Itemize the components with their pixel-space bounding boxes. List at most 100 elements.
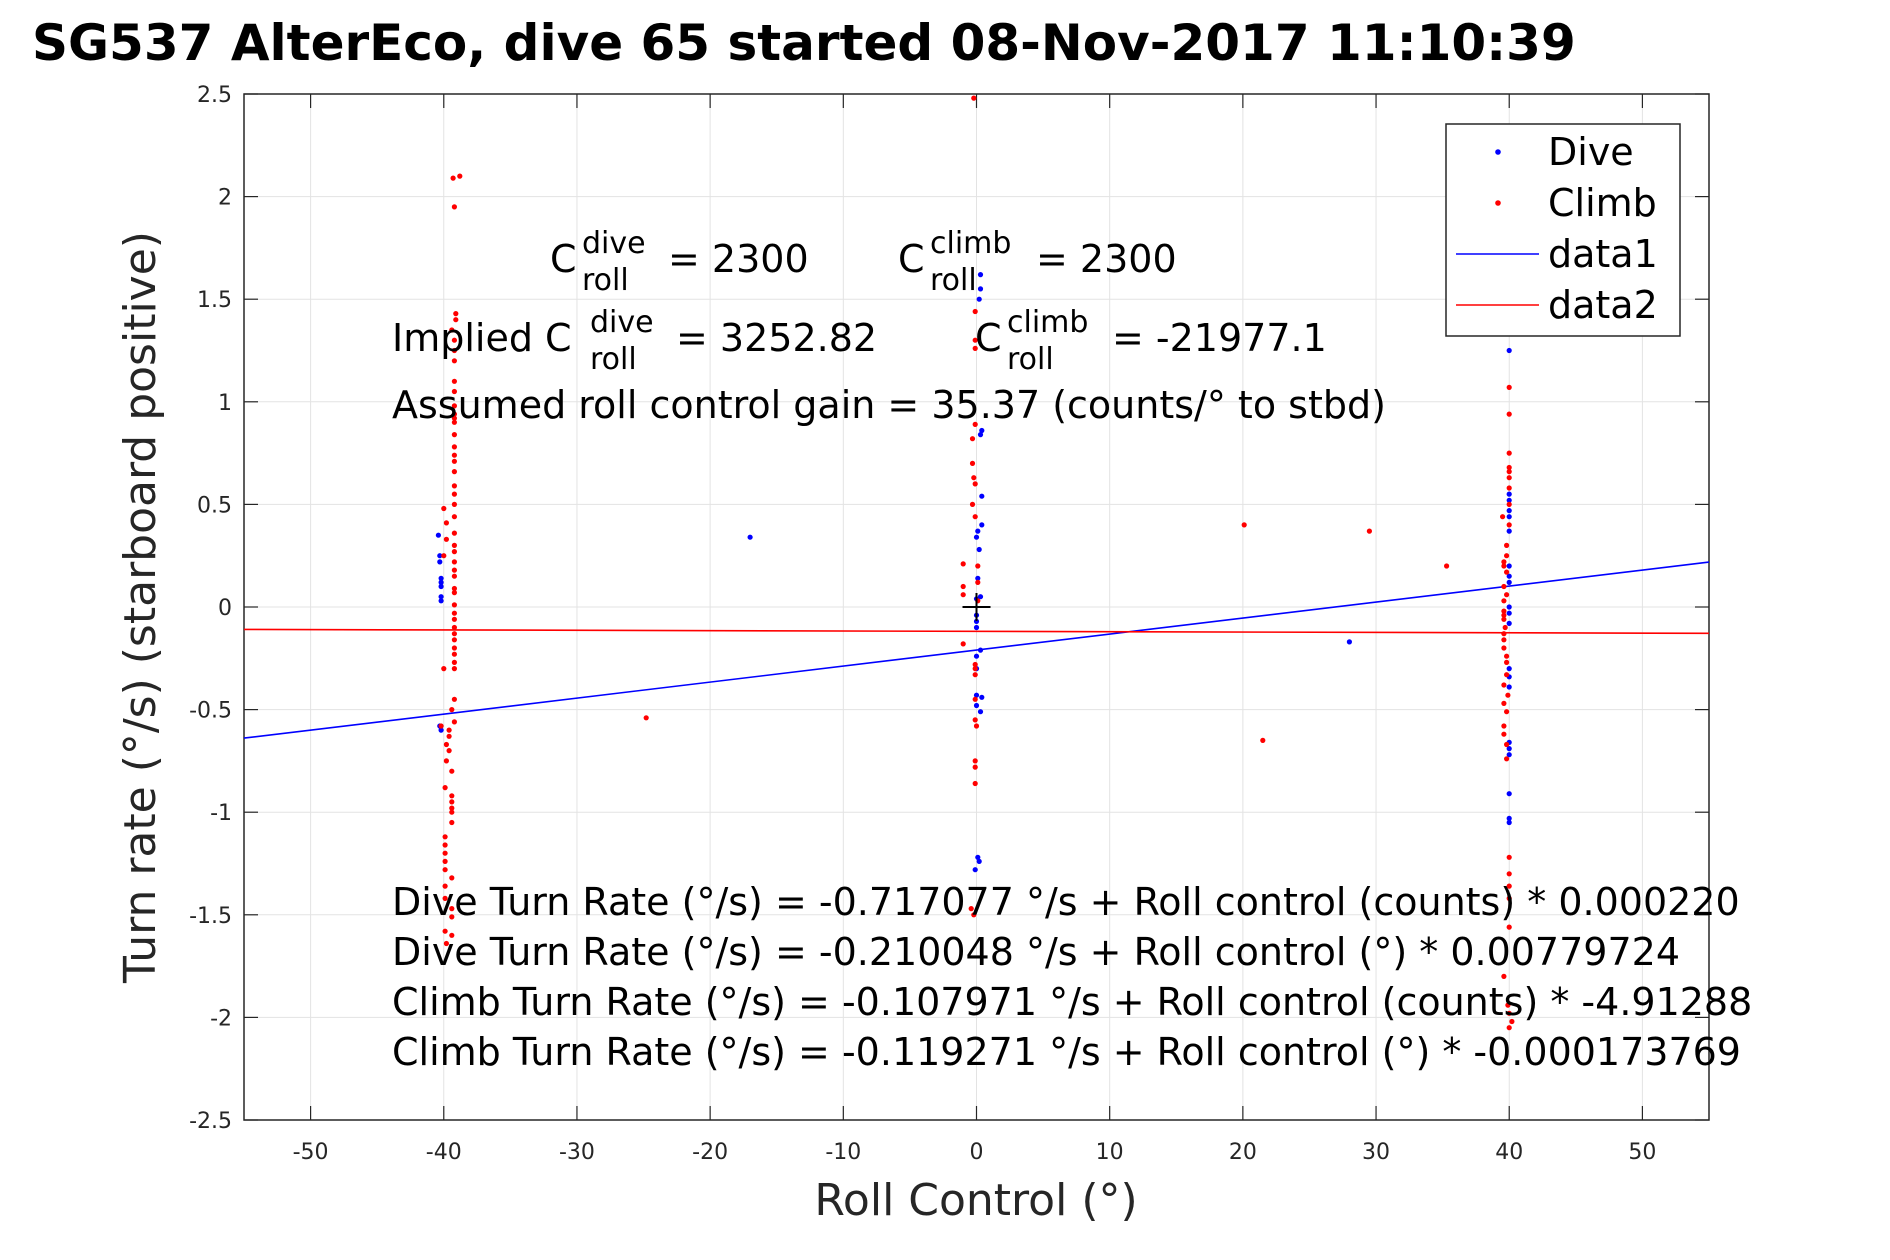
x-tick-label: 0 [970, 1140, 984, 1165]
implied-climb-base: C [975, 316, 1002, 360]
climb-point [441, 666, 447, 672]
dive-point [1506, 791, 1512, 797]
climb-point [1501, 731, 1507, 737]
y-tick-labels: -2.5 -2 -1.5 -1 -0.5 0 0.5 1 1.5 2 2.5 [189, 83, 232, 1134]
climb-point [451, 415, 457, 421]
climb-point [442, 834, 448, 840]
dive-point [747, 534, 753, 540]
data2-line [243, 628, 1710, 635]
annotation-implied: Implied C dive roll = 3252.82 C climb ro… [392, 305, 1327, 377]
climb-point [1504, 672, 1510, 678]
climb-point [450, 175, 456, 181]
y-tick-label: -2.5 [189, 1109, 232, 1134]
dive-point [977, 709, 984, 715]
climb-point [442, 895, 448, 902]
dive-point [973, 702, 980, 709]
dive-point [1506, 610, 1512, 616]
climb-point [1504, 709, 1510, 715]
climb-point [457, 173, 463, 179]
climb-point [969, 501, 976, 507]
climb-point [1506, 883, 1512, 889]
x-tick-label: 10 [1096, 1140, 1124, 1165]
dive-point [1506, 666, 1512, 672]
dive-point [1506, 508, 1512, 514]
dive-point [1506, 563, 1512, 569]
climb-point [442, 858, 448, 865]
climb-point [449, 809, 455, 815]
dive-point [438, 727, 444, 733]
climb-point [451, 645, 457, 651]
climb-point [1501, 583, 1507, 590]
climb-point [1501, 563, 1507, 569]
dive-point [438, 594, 444, 600]
dive-point [975, 528, 981, 534]
c-roll-climb-sub: roll [930, 263, 977, 298]
climb-point [1501, 608, 1507, 614]
climb-point [960, 641, 966, 647]
c-roll-climb-sup: climb [930, 226, 1011, 261]
climb-point [1504, 756, 1510, 762]
x-tick-label: -30 [559, 1140, 595, 1165]
climb-point [971, 912, 977, 918]
fit-equation-3: Climb Turn Rate (°/s) = -0.107971 °/s + … [392, 980, 1752, 1024]
dive-point [977, 272, 984, 278]
climb-point [1506, 475, 1512, 481]
climb-point [1501, 598, 1507, 604]
dive-point [973, 534, 980, 540]
climb-point [451, 483, 457, 489]
climb-point [1504, 553, 1510, 559]
climb-point [442, 785, 448, 791]
x-tick-label: 50 [1628, 1140, 1656, 1165]
dive-point [976, 296, 982, 302]
climb-point [451, 458, 457, 464]
climb-point [1504, 542, 1510, 549]
climb-point [451, 590, 457, 596]
climb-point [1501, 616, 1507, 622]
dive-point [1506, 815, 1512, 822]
y-tick-label: -1.5 [189, 904, 232, 929]
data-points [435, 95, 1515, 1031]
dive-point [976, 858, 982, 865]
x-tick-label: 30 [1362, 1140, 1390, 1165]
climb-point [1506, 464, 1512, 471]
climb-point [451, 388, 457, 395]
climb-point [441, 553, 447, 559]
implied-climb-sup: climb [1007, 305, 1088, 340]
gain-annotation: Assumed roll control gain = 35.37 (count… [392, 383, 1386, 427]
climb-point [1506, 1010, 1512, 1016]
climb-point [1504, 653, 1510, 659]
climb-point [1260, 737, 1266, 744]
climb-point [451, 585, 457, 592]
climb-point [451, 610, 457, 616]
climb-point [972, 696, 978, 702]
climb-point [442, 928, 448, 934]
climb-point [453, 317, 459, 323]
x-tick-label: -20 [692, 1140, 728, 1165]
dive-point [977, 432, 984, 438]
climb-point [1501, 700, 1507, 707]
climb-point [1501, 645, 1507, 651]
climb-point [1501, 612, 1507, 618]
legend-dive-marker [1495, 149, 1501, 155]
climb-point [451, 567, 457, 573]
climb-point [451, 602, 457, 608]
climb-point [449, 819, 455, 826]
climb-point [451, 378, 457, 384]
dive-point [1506, 579, 1512, 586]
climb-point [451, 624, 457, 631]
fit-equation-4: Climb Turn Rate (°/s) = -0.119271 °/s + … [392, 1030, 1741, 1074]
data1-line [243, 561, 1710, 739]
legend-data1-label: data1 [1548, 232, 1658, 276]
climb-point [1506, 522, 1512, 528]
climb-point [1505, 1002, 1511, 1008]
climb-point [1504, 569, 1510, 575]
climb-point [971, 475, 977, 481]
legend-data2-label: data2 [1548, 283, 1658, 327]
climb-point [1506, 411, 1512, 417]
dive-point [1346, 639, 1352, 645]
climb-point [1509, 1018, 1515, 1025]
climb-point [449, 875, 455, 881]
climb-point [973, 723, 980, 729]
climb-point [1506, 469, 1512, 475]
dive-point [972, 867, 978, 873]
